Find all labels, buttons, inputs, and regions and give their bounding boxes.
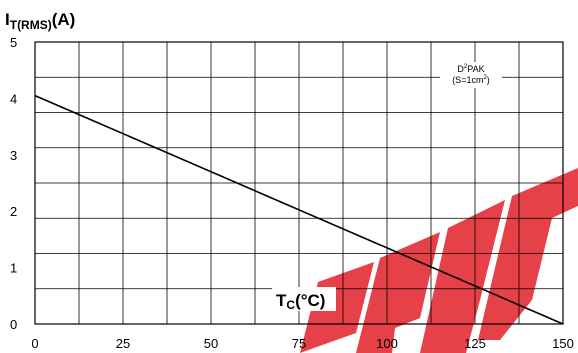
watermark-logo xyxy=(300,168,578,353)
x-tick-label: 75 xyxy=(292,336,306,351)
y-tick-label: 3 xyxy=(10,148,17,163)
y-axis-label-main: I xyxy=(5,10,10,29)
y-axis-label-unit: (A) xyxy=(52,10,76,29)
y-axis-label-sub: T(RMS) xyxy=(10,18,52,32)
y-tick-label: 1 xyxy=(10,261,17,276)
watermark-shape-1 xyxy=(300,262,374,353)
x-axis-label-sub: C xyxy=(286,298,295,312)
y-axis-label: IT(RMS)(A) xyxy=(5,10,75,32)
plot-frame xyxy=(34,41,564,325)
x-tick-label: 125 xyxy=(464,336,486,351)
watermark-shape-3 xyxy=(420,200,505,353)
series-layer xyxy=(34,94,564,325)
annotation-line-1: D2PAK xyxy=(457,64,484,74)
x-axis-label: TC(°C) xyxy=(276,291,325,312)
y-tick-labels: 0 1 2 3 4 5 xyxy=(10,35,17,332)
x-axis-label-main: T xyxy=(276,291,287,310)
x-tick-label: 150 xyxy=(552,336,574,351)
x-axis-label-background xyxy=(272,287,336,311)
y-tick-label: 4 xyxy=(10,91,17,106)
x-tick-labels: 0 25 50 75 100 125 150 xyxy=(31,336,573,351)
y-tick-label: 2 xyxy=(10,204,17,219)
y-tick-label: 0 xyxy=(10,317,17,332)
x-axis-label-unit: (°C) xyxy=(295,291,325,310)
series-line xyxy=(34,94,564,325)
annotation-line-2: (S=1cm2) xyxy=(452,75,490,85)
annotation-background xyxy=(440,62,502,88)
x-tick-label: 100 xyxy=(376,336,398,351)
y-tick-label: 5 xyxy=(10,35,17,50)
x-tick-label: 25 xyxy=(116,336,130,351)
x-tick-label: 50 xyxy=(204,336,218,351)
watermark-shape-4 xyxy=(478,168,578,340)
x-tick-label: 0 xyxy=(31,336,38,351)
package-annotation: D2PAK (S=1cm2) xyxy=(440,62,502,88)
